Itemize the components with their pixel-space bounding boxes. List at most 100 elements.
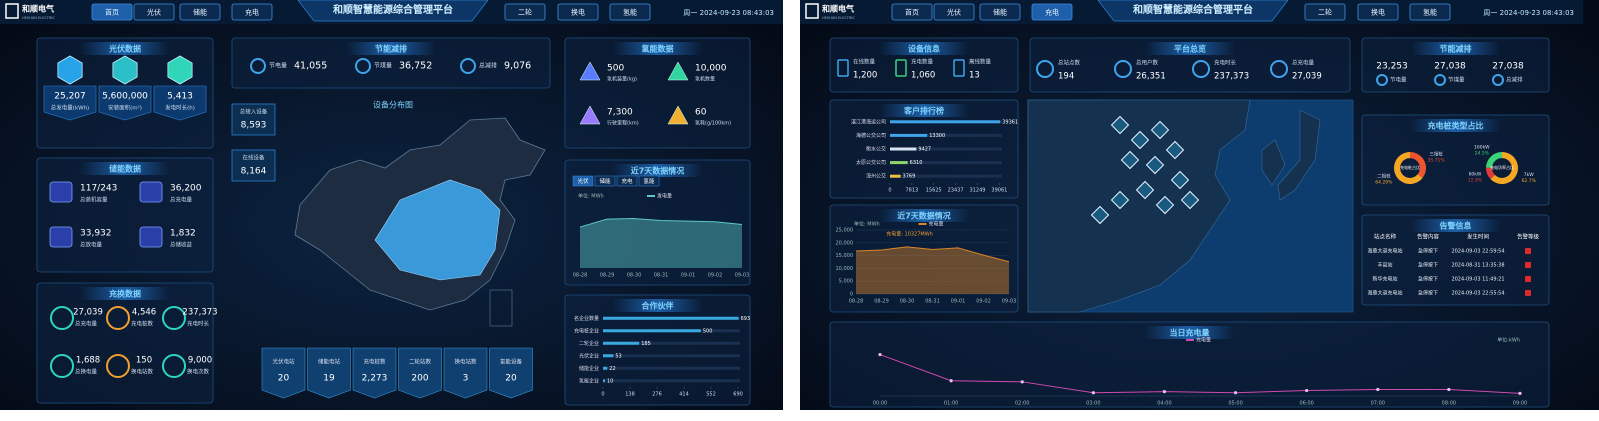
bar (890, 147, 917, 151)
stat-label: 充电时长 (187, 320, 210, 328)
donut-segment (1394, 152, 1423, 184)
station-marker[interactable] (1150, 120, 1170, 140)
station-marker[interactable] (1165, 140, 1185, 160)
nav-label: 储能 (193, 8, 207, 17)
panel-title: 充换数据 (109, 289, 141, 299)
station-marker[interactable] (1110, 190, 1130, 210)
site-label: 换电站数 (454, 358, 477, 366)
bar (603, 341, 640, 345)
tab[interactable] (616, 175, 638, 187)
axis-unit: 单位: MWh (854, 221, 880, 228)
logo-subtext: HESHUN ELECTRIC (22, 16, 55, 20)
icon (49, 181, 73, 203)
tab[interactable] (594, 175, 616, 187)
donut-value: 12.8% (1468, 178, 1483, 184)
nav-button[interactable] (133, 3, 175, 21)
x-tick-label: 08-30 (627, 273, 642, 279)
icon (49, 226, 73, 248)
station-marker[interactable] (1145, 155, 1165, 175)
site-label: 光伏电站 (272, 358, 295, 366)
tab[interactable] (572, 175, 594, 187)
icon (162, 354, 186, 378)
point (1305, 388, 1309, 393)
table-header: 告警等级 (1517, 233, 1540, 241)
bar-label: 储能企业 (579, 365, 599, 372)
panel-title-bar (1410, 219, 1501, 232)
nav-button[interactable] (933, 3, 975, 21)
nav-button[interactable] (979, 3, 1021, 21)
stat-plaque (43, 85, 97, 121)
bar-track (890, 174, 1002, 178)
station-marker[interactable] (1090, 205, 1110, 225)
stat-value: 237,373 (1214, 72, 1249, 82)
nav-label: 氢能 (1423, 8, 1437, 17)
station-marker[interactable] (1110, 115, 1130, 135)
stat-value: 1,200 (853, 71, 877, 81)
bar-value: 693 (741, 316, 751, 322)
icon (579, 61, 601, 81)
nav-button[interactable] (891, 3, 933, 21)
tab-label: 氢能 (643, 177, 655, 185)
tab-label: 储能 (599, 177, 611, 185)
panel-title-bar (1145, 42, 1235, 55)
x-tick-label: 08-28 (849, 299, 864, 305)
x-tick-label: 414 (679, 392, 689, 398)
nav-button[interactable] (231, 3, 273, 21)
nav-button[interactable] (1304, 3, 1346, 21)
nav-button[interactable] (91, 3, 133, 21)
point (949, 379, 953, 383)
map-inset (489, 289, 513, 327)
stat-label: 充电桩数 (131, 320, 154, 328)
nav-button[interactable] (1357, 3, 1399, 21)
stat-label: 节电量 (1390, 76, 1407, 84)
station-marker[interactable] (1130, 130, 1150, 150)
logo-subtext: HESHUN ELECTRIC (822, 16, 855, 20)
nav-button[interactable] (1409, 3, 1451, 21)
icon (106, 306, 130, 330)
y-tick-label: 20,000 (836, 240, 854, 246)
point (1020, 380, 1024, 384)
panel-title-bar (879, 42, 969, 55)
x-tick-label: 31249 (970, 188, 986, 194)
nav-button[interactable] (1031, 3, 1073, 21)
station-marker[interactable] (1180, 190, 1200, 210)
x-tick-label: 06:00 (1299, 401, 1313, 407)
point (878, 352, 882, 357)
nav-label: 储能 (993, 8, 1007, 17)
nav-button[interactable] (557, 3, 599, 21)
x-tick-label: 0 (601, 392, 604, 398)
legend-label: 充电量 (929, 221, 944, 228)
x-tick-label: 23437 (948, 188, 964, 194)
station-marker[interactable] (1170, 170, 1190, 190)
nav-button[interactable] (609, 3, 651, 21)
x-tick-label: 09:00 (1513, 401, 1527, 407)
stat-label: 节电量 (269, 62, 287, 70)
nav-button[interactable] (179, 3, 221, 21)
hex-icon (57, 55, 83, 85)
stat-value: 13 (969, 71, 980, 81)
station-marker[interactable] (1135, 180, 1155, 200)
table-cell: 2024-09-03 22:59:54 (1451, 249, 1504, 255)
tab[interactable] (638, 175, 660, 187)
table-header: 发生时间 (1467, 233, 1489, 241)
panel-title: 合作伙伴 (641, 301, 674, 311)
x-tick-label: 690 (733, 392, 743, 398)
icon (1376, 74, 1388, 86)
station-marker[interactable] (1155, 195, 1175, 215)
stat-value: 5,600,000 (102, 92, 148, 102)
stat-value: 26,351 (1136, 72, 1166, 82)
x-tick-label: 09-03 (1002, 299, 1017, 305)
icon (1270, 60, 1288, 78)
panel-title: 近7天数据情况 (631, 166, 685, 176)
stat-label: 充电数量 (911, 58, 934, 66)
panel-title: 节能减排 (375, 44, 407, 54)
nav-button[interactable] (504, 3, 546, 21)
x-tick-label: 03:00 (1086, 401, 1100, 407)
area-line (855, 246, 1010, 263)
stat-value: 41,055 (294, 61, 327, 72)
bar-track (603, 354, 740, 358)
station-marker[interactable] (1120, 150, 1140, 170)
stat-label: 总接入设备 (240, 108, 268, 116)
icon (1492, 74, 1504, 86)
